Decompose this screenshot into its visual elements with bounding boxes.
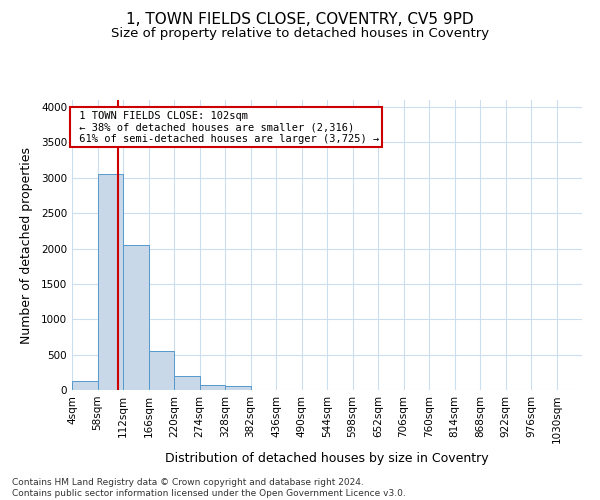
Text: Size of property relative to detached houses in Coventry: Size of property relative to detached ho…: [111, 28, 489, 40]
Text: 1 TOWN FIELDS CLOSE: 102sqm
 ← 38% of detached houses are smaller (2,316)
 61% o: 1 TOWN FIELDS CLOSE: 102sqm ← 38% of det…: [73, 110, 379, 144]
Text: Contains HM Land Registry data © Crown copyright and database right 2024.
Contai: Contains HM Land Registry data © Crown c…: [12, 478, 406, 498]
X-axis label: Distribution of detached houses by size in Coventry: Distribution of detached houses by size …: [165, 452, 489, 464]
Bar: [200, 384, 225, 390]
Bar: [225, 386, 251, 390]
Bar: [149, 351, 174, 390]
Text: 1, TOWN FIELDS CLOSE, COVENTRY, CV5 9PD: 1, TOWN FIELDS CLOSE, COVENTRY, CV5 9PD: [126, 12, 474, 28]
Bar: [174, 376, 199, 390]
Bar: [97, 174, 123, 390]
Bar: [72, 381, 97, 390]
Bar: [123, 245, 149, 390]
Y-axis label: Number of detached properties: Number of detached properties: [20, 146, 32, 344]
